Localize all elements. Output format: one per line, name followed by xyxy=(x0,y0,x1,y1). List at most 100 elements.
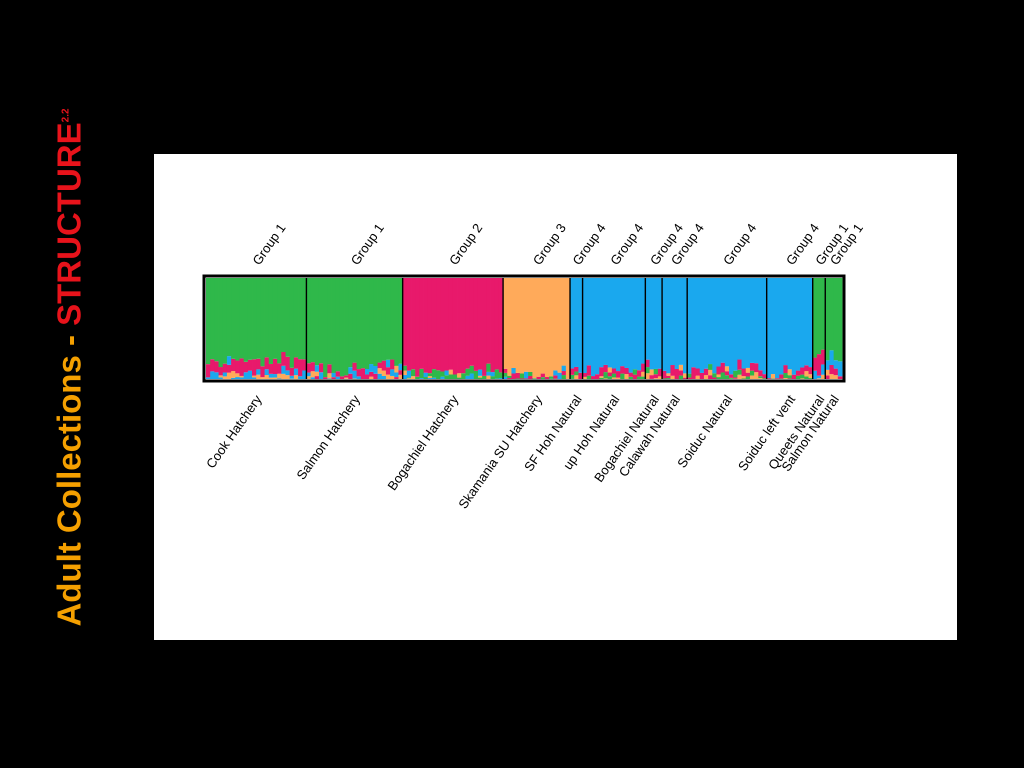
admixture-segment xyxy=(628,372,634,377)
admixture-segment xyxy=(431,377,437,379)
admixture-segment xyxy=(511,278,517,368)
admixture-segment xyxy=(770,374,776,379)
admixture-segment xyxy=(385,367,391,375)
admixture-segment xyxy=(825,375,830,379)
group-label: Group 1 xyxy=(348,221,387,268)
admixture-segment xyxy=(377,278,383,363)
admixture-segment xyxy=(645,367,650,374)
admixture-segment xyxy=(745,367,751,373)
admixture-segment xyxy=(553,278,558,371)
admixture-segment xyxy=(440,371,445,377)
admixture-segment xyxy=(419,278,424,369)
admixture-segment xyxy=(653,374,659,379)
bars-layer xyxy=(206,278,843,379)
admixture-segment xyxy=(616,377,621,379)
admixture-segment xyxy=(310,377,316,379)
admixture-segment xyxy=(599,377,604,379)
admixture-segment xyxy=(519,373,525,379)
admixture-segment xyxy=(808,374,814,379)
admixture-segment xyxy=(716,377,722,379)
admixture-segment xyxy=(486,375,491,379)
admixture-segment xyxy=(678,375,684,379)
admixture-segment xyxy=(670,278,676,366)
admixture-segment xyxy=(620,373,625,379)
admixture-segment xyxy=(247,370,253,379)
admixture-segment xyxy=(310,278,316,363)
admixture-segment xyxy=(603,278,609,365)
admixture-segment xyxy=(628,376,634,379)
admixture-segment xyxy=(427,378,433,379)
admixture-segment xyxy=(754,278,759,364)
admixture-segment xyxy=(394,372,399,378)
admixture-segment xyxy=(833,278,839,361)
admixture-segment xyxy=(352,278,358,363)
admixture-segment xyxy=(519,278,525,374)
admixture-segment xyxy=(762,278,768,375)
admixture-segment xyxy=(431,369,437,378)
admixture-segment xyxy=(800,367,805,375)
admixture-segment xyxy=(582,376,588,379)
admixture-segment xyxy=(821,374,826,379)
figure-panel: Group 1 Group 1 Group 2 Group 3 Group 4 Group… xyxy=(154,154,957,640)
admixture-segment xyxy=(331,278,337,373)
admixture-segment xyxy=(268,278,274,364)
admixture-segment xyxy=(524,278,529,372)
admixture-segment xyxy=(264,357,270,370)
admixture-segment xyxy=(415,376,420,379)
admixture-segment xyxy=(406,278,412,371)
admixture-segment xyxy=(787,378,793,379)
admixture-segment xyxy=(666,278,671,374)
admixture-segment xyxy=(352,362,358,371)
admixture-segment xyxy=(457,373,462,378)
admixture-segment xyxy=(570,368,575,375)
admixture-segment xyxy=(745,278,751,368)
admixture-segment xyxy=(457,377,462,379)
admixture-segment xyxy=(783,365,788,373)
admixture-segment xyxy=(385,278,391,360)
admixture-segment xyxy=(582,373,588,377)
admixture-segment xyxy=(557,278,563,373)
admixture-segment xyxy=(402,365,408,371)
admixture-segment xyxy=(791,374,797,379)
admixture-segment xyxy=(821,278,826,350)
admixture-segment xyxy=(532,378,537,379)
admixture-segment xyxy=(310,371,316,378)
admixture-segment xyxy=(448,369,454,375)
admixture-segment xyxy=(708,278,713,365)
admixture-segment xyxy=(369,364,374,372)
admixture-segment xyxy=(695,278,701,369)
admixture-segment xyxy=(649,375,655,379)
admixture-segment xyxy=(595,278,600,375)
admixture-segment xyxy=(511,368,517,374)
admixture-segment xyxy=(837,278,843,362)
admixture-segment xyxy=(716,278,722,367)
admixture-segment xyxy=(226,278,232,357)
admixture-segment xyxy=(494,369,500,379)
admixture-segment xyxy=(720,372,726,379)
admixture-segment xyxy=(708,364,713,370)
admixture-segment xyxy=(264,375,270,379)
admixture-segment xyxy=(645,278,650,360)
admixture-segment xyxy=(427,278,433,374)
admixture-segment xyxy=(314,371,320,377)
admixture-segment xyxy=(574,371,579,376)
admixture-segment xyxy=(356,369,362,377)
admixture-segment xyxy=(469,278,475,366)
admixture-segment xyxy=(444,375,450,379)
admixture-segment xyxy=(800,374,805,379)
admixture-segment xyxy=(779,278,784,375)
admixture-segment xyxy=(645,359,650,368)
admixture-segment xyxy=(503,278,508,369)
admixture-segment xyxy=(327,373,332,379)
admixture-segment xyxy=(427,373,433,377)
admixture-segment xyxy=(302,370,307,379)
admixture-segment xyxy=(611,368,617,374)
admixture-segment xyxy=(256,278,261,359)
admixture-segment xyxy=(440,376,445,379)
admixture-segment xyxy=(733,377,738,379)
admixture-segment xyxy=(423,372,429,378)
admixture-segment xyxy=(469,365,475,374)
admixture-segment xyxy=(235,377,240,379)
admixture-segment xyxy=(599,367,604,377)
group-label: Group 3 xyxy=(530,221,569,268)
